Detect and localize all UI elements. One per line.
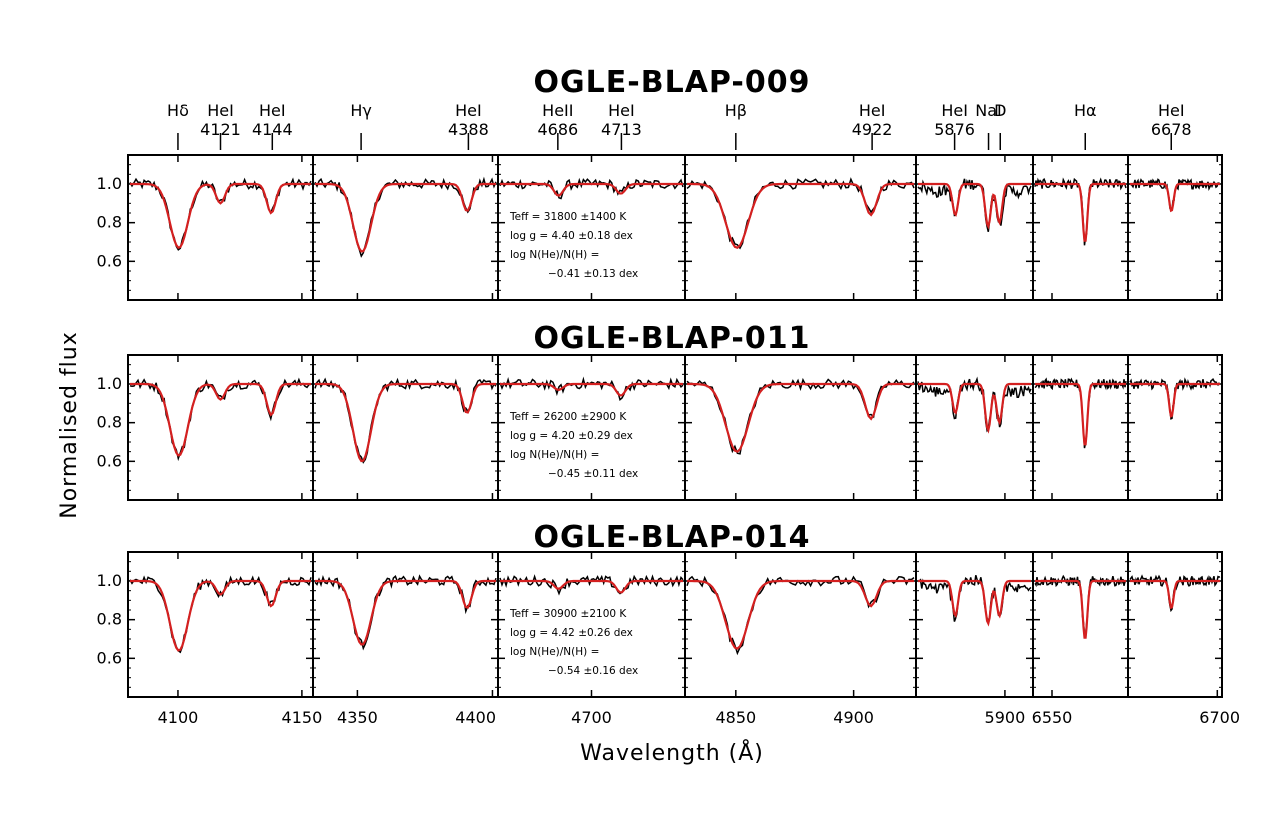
model-spectrum (1130, 382, 1220, 419)
fit-parameter: Teff = 30900 ±2100 K (509, 608, 627, 620)
line-id-wavelength: 4144 (252, 120, 293, 139)
fit-parameter: −0.45 ±0.11 dex (548, 468, 638, 480)
observed-spectrum (917, 178, 1032, 232)
x-tick-label: 4850 (715, 708, 756, 727)
line-id-name: NaI (975, 101, 1002, 120)
y-tick-label: 0.6 (97, 251, 122, 270)
y-tick-label: 1.0 (97, 374, 122, 393)
y-tick-label: 1.0 (97, 571, 122, 590)
y-tick-label: 0.6 (97, 648, 122, 667)
line-id-name: HeI (608, 101, 635, 120)
segment-frame (1127, 551, 1223, 698)
observed-spectrum (314, 377, 497, 464)
fit-parameter: log N(He)/N(H) = (510, 646, 599, 658)
fit-parameter: log N(He)/N(H) = (510, 249, 599, 261)
line-id-name: HeI (1158, 101, 1185, 120)
x-tick-label: 4700 (571, 708, 612, 727)
model-spectrum (1130, 579, 1220, 610)
model-spectrum (130, 579, 311, 652)
line-id-name: Hγ (350, 101, 372, 120)
y-axis-label: Normalised flux (57, 331, 82, 519)
fit-parameter: −0.54 ±0.16 dex (548, 665, 638, 677)
model-spectrum (1035, 579, 1126, 639)
line-id-wavelength: 5876 (934, 120, 975, 139)
fit-parameter: log g = 4.40 ±0.18 dex (510, 230, 633, 242)
y-tick-label: 0.8 (97, 413, 122, 432)
model-spectrum (918, 579, 1031, 627)
y-tick-label: 0.8 (97, 610, 122, 629)
y-tick-label: 1.0 (97, 174, 122, 193)
line-id-name: HeI (259, 101, 286, 120)
model-spectrum (315, 382, 496, 463)
x-tick-label: 6700 (1199, 708, 1240, 727)
line-id-name: Hα (1074, 101, 1097, 120)
panel-title: OGLE-BLAP-014 (534, 520, 811, 555)
fit-parameter: Teff = 31800 ±1400 K (509, 211, 627, 223)
model-spectrum (687, 579, 914, 650)
y-tick-label: 0.8 (97, 213, 122, 232)
line-id-name: Hδ (167, 101, 189, 120)
fit-parameter: log N(He)/N(H) = (510, 449, 599, 461)
model-spectrum (130, 382, 311, 457)
line-id-wavelength: 4713 (601, 120, 642, 139)
model-spectrum (687, 382, 914, 453)
x-axis-label: Wavelength (Å) (580, 739, 764, 766)
line-id-name: HeI (207, 101, 234, 120)
fit-parameter: Teff = 26200 ±2900 K (509, 411, 627, 423)
observed-spectrum (499, 574, 684, 596)
segment-frame (1127, 354, 1223, 501)
line-id-name: Hβ (725, 101, 747, 120)
panel-title: OGLE-BLAP-009 (534, 65, 811, 100)
line-id-name: HeI (859, 101, 886, 120)
model-spectrum (500, 579, 683, 594)
model-spectrum (687, 182, 914, 249)
model-spectrum (130, 182, 311, 250)
fit-parameter: log g = 4.20 ±0.29 dex (510, 430, 633, 442)
x-tick-label: 4350 (337, 708, 378, 727)
y-tick-label: 0.6 (97, 451, 122, 470)
line-id-wavelength: 4686 (537, 120, 578, 139)
x-tick-label: 6550 (1032, 708, 1073, 727)
x-tick-label: 5900 (985, 708, 1026, 727)
model-spectrum (315, 182, 496, 253)
segment-frame (1127, 154, 1223, 301)
observed-spectrum (129, 575, 312, 654)
line-id-wavelength: 6678 (1151, 120, 1192, 139)
model-spectrum (500, 382, 683, 397)
x-tick-label: 4400 (455, 708, 496, 727)
observed-spectrum (917, 574, 1032, 622)
line-id-wavelength: 4922 (852, 120, 893, 139)
x-tick-label: 4900 (833, 708, 874, 727)
model-spectrum (1035, 382, 1126, 446)
line-id-name: HeI (941, 101, 968, 120)
fit-parameter: log g = 4.42 ±0.26 dex (510, 627, 633, 639)
model-spectrum (918, 182, 1031, 230)
panel-title: OGLE-BLAP-011 (534, 321, 811, 356)
line-id-name: HeI (455, 101, 482, 120)
model-spectrum (500, 182, 683, 197)
line-id-wavelength: 4121 (200, 120, 241, 139)
line-id-wavelength: 4388 (448, 120, 489, 139)
fit-parameter: −0.41 ±0.13 dex (548, 268, 638, 280)
x-tick-label: 4100 (158, 708, 199, 727)
model-spectrum (315, 579, 496, 646)
model-spectrum (1035, 182, 1126, 242)
model-spectrum (918, 382, 1031, 434)
x-tick-label: 4150 (282, 708, 323, 727)
model-spectrum (1130, 182, 1220, 213)
line-id-name: D (994, 101, 1006, 120)
line-id-name: HeII (542, 101, 573, 120)
